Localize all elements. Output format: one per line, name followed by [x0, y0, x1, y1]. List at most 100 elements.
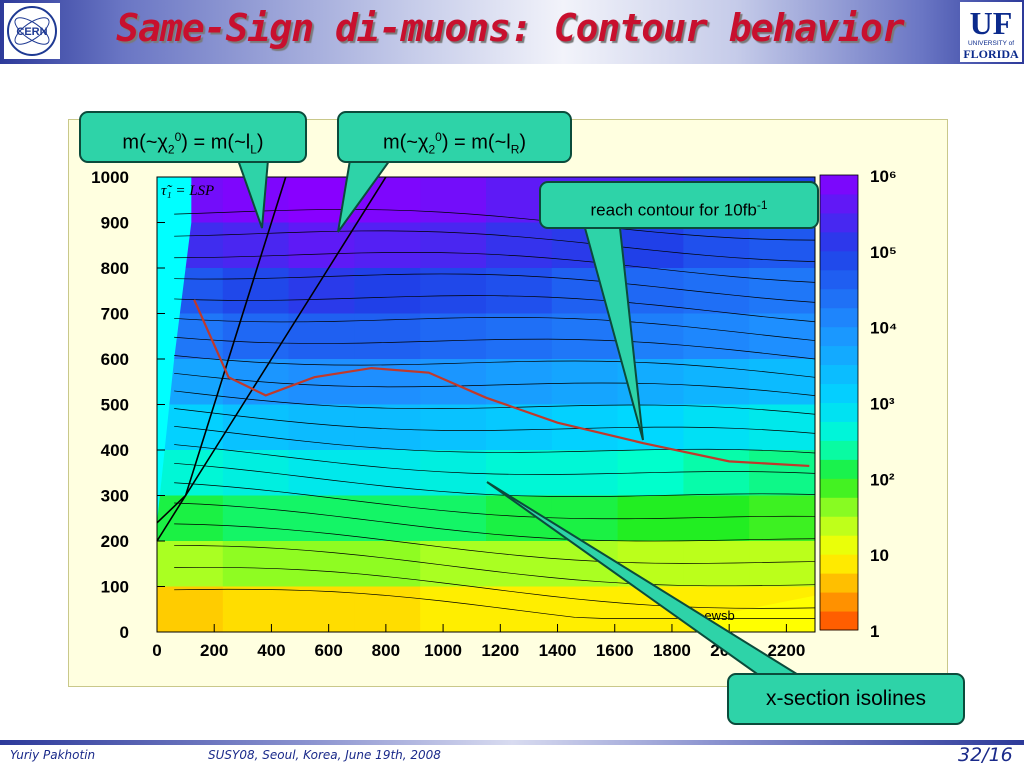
- heat-cell: [420, 313, 487, 360]
- heat-cell: [222, 404, 290, 451]
- y-tick-label: 700: [101, 305, 129, 324]
- heat-cell: [749, 268, 816, 314]
- reach-contour-line: [193, 299, 810, 468]
- isoline: [174, 355, 816, 378]
- isoline: [174, 273, 816, 303]
- x-tick-label: 1800: [653, 641, 691, 660]
- cern-logo: CERN: [4, 3, 60, 59]
- uf-logo-sub1: UNIVERSITY of: [968, 40, 1014, 47]
- page-number: 32/16: [958, 744, 1013, 766]
- colorbar-step: [820, 193, 858, 214]
- colorbar-label: 1: [870, 622, 879, 641]
- colorbar-step: [820, 383, 858, 403]
- colorbar-step: [820, 421, 858, 441]
- heat-cell: [222, 541, 290, 587]
- x-tick-label: 2000: [710, 641, 748, 660]
- footer-event: SUSY08, Seoul, Korea, June 19th, 2008: [208, 748, 441, 762]
- heat-cell: [486, 541, 553, 587]
- heat-cell: [551, 268, 619, 314]
- colorbar-step: [820, 212, 858, 233]
- colorbar-step: [820, 440, 858, 460]
- x-tick-label: 600: [314, 641, 342, 660]
- heat-cell: [683, 222, 750, 269]
- heat-cell: [222, 495, 290, 542]
- colorbar-step: [820, 516, 858, 536]
- callout-right-mid: ) = m(~l: [441, 131, 511, 154]
- x-tick-label: 2200: [767, 641, 805, 660]
- y-tick-label: 300: [101, 487, 129, 506]
- heat-cell: [420, 268, 487, 314]
- isoline: [174, 372, 816, 397]
- heat-cell: [157, 541, 224, 587]
- colorbar-step: [820, 364, 858, 385]
- colorbar-step: [820, 592, 858, 612]
- isoline: [174, 425, 816, 454]
- callout-right-sub1: 2: [428, 142, 436, 157]
- colorbar-label: 10⁶: [870, 167, 897, 186]
- chi2-slepton-right-line: [156, 176, 387, 542]
- heat-cell: [617, 541, 684, 587]
- no-ewsb-annotation: no ewsb: [686, 608, 734, 623]
- heat-cell: [486, 404, 553, 451]
- heat-cell: [683, 450, 750, 496]
- colorbar-step: [820, 231, 858, 252]
- heat-cell: [288, 313, 355, 360]
- heat-cell: [486, 450, 553, 496]
- colorbar-step: [820, 345, 858, 366]
- heat-cell: [222, 222, 290, 269]
- x-tick-label: 1200: [481, 641, 519, 660]
- colorbar-step: [820, 478, 858, 498]
- callout-reach-pre: reach contour for 10fb: [590, 200, 757, 220]
- colorbar-label: 10: [870, 546, 889, 565]
- heat-cell: [749, 359, 816, 405]
- title-bar: CERN Same-Sign di-muons: Contour behavio…: [0, 0, 1024, 64]
- colorbar-label: 10⁵: [870, 243, 897, 262]
- heat-cell: [551, 586, 619, 633]
- heat-cell: [288, 222, 355, 269]
- y-tick-label: 100: [101, 578, 129, 597]
- colorbar-border: [819, 174, 859, 631]
- uf-logo-sub2: FLORIDA: [963, 47, 1019, 61]
- x-tick-label: 0: [152, 641, 161, 660]
- x-tick-label: 1000: [424, 641, 462, 660]
- colorbar-step: [820, 269, 858, 290]
- uf-logo: UF UNIVERSITY of FLORIDA: [960, 2, 1022, 62]
- chi2-slepton-left-line: [156, 176, 287, 524]
- colorbar-step: [820, 497, 858, 517]
- colorbar-step: [820, 175, 858, 195]
- heat-cell: [288, 495, 355, 542]
- heat-cell: [749, 404, 816, 451]
- heat-cell: [420, 359, 487, 405]
- heat-cell: [354, 177, 421, 223]
- colorbar-step: [820, 554, 858, 574]
- footer-divider: [0, 740, 1024, 745]
- y-tick-label: 900: [101, 214, 129, 233]
- stau-lsp-region: [157, 177, 192, 523]
- callout-left-pre: m(~χ: [122, 131, 168, 154]
- heat-cell: [157, 586, 224, 633]
- heat-cell: [288, 586, 355, 633]
- heat-cell: [683, 313, 750, 360]
- heat-cell: [354, 268, 421, 314]
- heat-cell: [420, 177, 487, 223]
- callout-right-sup1: 0: [435, 130, 442, 144]
- colorbar-label: 10⁴: [870, 319, 897, 338]
- x-tick-label: 200: [200, 641, 228, 660]
- heat-cell: [486, 359, 553, 405]
- heat-cell: [354, 541, 421, 587]
- callout-right-sub2: R: [510, 142, 520, 157]
- y-tick-label: 500: [101, 396, 129, 415]
- heat-cell: [288, 177, 355, 223]
- x-tick-label: 1400: [539, 641, 577, 660]
- footer-author: Yuriy Pakhotin: [10, 748, 96, 762]
- stau-lsp-annotation: τ̃₁ = LSP: [161, 183, 214, 199]
- heat-cell: [420, 586, 487, 633]
- heat-cell: [749, 541, 816, 587]
- heat-cell: [683, 359, 750, 405]
- callout-reach-contour: reach contour for 10fb-1: [539, 181, 819, 229]
- colorbar-step: [820, 573, 858, 593]
- heat-cell: [486, 586, 553, 633]
- heat-cell: [222, 359, 290, 405]
- heat-cell: [222, 450, 290, 496]
- callout-left-mid: ) = m(~l: [181, 131, 251, 154]
